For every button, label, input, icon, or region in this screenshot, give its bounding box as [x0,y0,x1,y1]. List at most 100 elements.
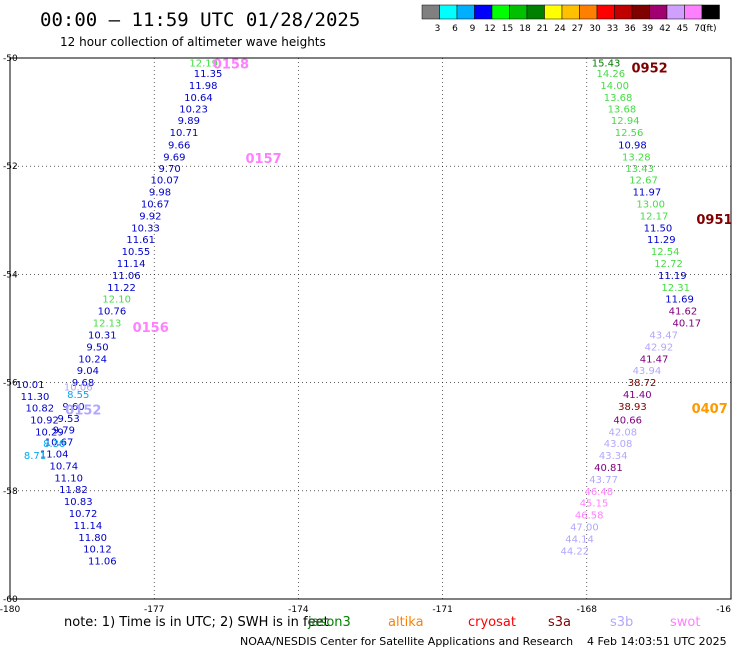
data-point-label: 9.60 [62,402,84,413]
data-point-label: 15.43 [592,58,621,69]
scale-swatch [649,4,668,20]
data-point-label: 40.17 [672,319,701,330]
data-point-label: 10.01 [16,380,45,391]
x-tick-label: -180 [0,605,20,615]
scale-label: 15 [502,24,513,34]
pass-time-label: 0951 [696,213,732,228]
scale-swatch [561,4,580,20]
scale-swatch [701,4,720,20]
data-point-label: 13.68 [608,104,637,115]
data-point-label: 12.72 [654,259,683,270]
pass-time-label: 0157 [246,152,282,167]
y-tick-label: -58 [3,487,18,497]
data-point-label: 46.58 [575,511,604,522]
scale-label: 36 [624,24,636,34]
data-point-label: 10.06 [64,382,93,393]
scale-swatch [544,4,563,20]
data-point-label: 44.14 [565,534,594,545]
scale-swatch [421,4,440,20]
data-point-label: 11.04 [40,449,69,460]
data-point-label: 10.82 [25,403,54,414]
data-point-label: 13.43 [625,164,654,175]
data-point-label: 11.97 [633,188,662,199]
x-tick-label: -171 [432,605,452,615]
scale-label: 45 [677,24,688,34]
data-point-label: 10.24 [78,354,107,365]
data-point-label: 9.53 [58,414,80,425]
scale-label: 39 [642,24,654,34]
data-point-label: 9.68 [72,378,94,389]
data-point-label: 10.64 [184,93,213,104]
data-point-label: 10.12 [83,545,112,556]
data-point-label: 13.28 [622,152,651,163]
data-point-label: 9.70 [158,164,180,175]
data-point-label: 47.00 [570,523,599,534]
scale-swatch [456,4,475,20]
satellite-name: s3b [610,615,633,630]
data-point-label: 11.35 [194,69,223,80]
data-point-label: 9.04 [77,366,99,377]
data-point-label: 42.08 [609,427,638,438]
y-tick-label: -52 [3,162,18,172]
data-point-label: 42.92 [645,342,674,353]
data-point-label: 9.79 [53,426,75,437]
x-tick-label: -174 [288,605,309,615]
data-points: 12.1911.3511.9810.6410.239.8910.719.669.… [16,58,701,567]
footer: note: 1) Time is in UTC; 2) SWH is in fe… [64,615,727,648]
data-point-label: 8.55 [67,390,89,401]
data-point-label: 11.22 [107,283,136,294]
data-point-label: 9.98 [149,188,171,199]
scale-label: 21 [537,24,548,34]
scale-label: 70 [694,24,706,34]
data-point-label: 43.47 [649,330,678,341]
data-point-label: 11.06 [88,557,117,568]
data-point-label: 43.77 [589,475,618,486]
data-point-label: 10.76 [98,307,127,318]
units-note: note: 1) Time is in UTC; 2) SWH is in fe… [64,615,329,630]
data-point-label: 11.50 [644,223,673,234]
scale-label: 9 [470,24,476,34]
page-title: 00:00 – 11:59 UTC 01/28/2025 [40,9,360,31]
scale-label: 33 [607,24,618,34]
data-point-label: 10.72 [69,509,98,520]
data-point-label: 12.19 [189,58,218,69]
data-point-label: 11.14 [117,259,146,270]
data-point-label: 14.26 [597,69,626,80]
pass-time-label: 0952 [632,62,668,77]
data-point-label: 11.82 [59,485,88,496]
satellite-name: jason3 [307,615,351,630]
pass-time-label: 0158 [213,57,249,72]
x-tick-label: -16 [716,605,731,615]
data-point-label: 9.69 [163,152,185,163]
data-point-label: 41.47 [640,354,669,365]
credit-text: NOAA/NESDIS Center for Satellite Applica… [240,635,573,648]
data-point-label: 38.93 [618,402,647,413]
data-point-label: 10.07 [150,176,179,187]
data-point-label: 11.30 [21,392,50,403]
scale-swatch [509,4,528,20]
data-point-label: 9.89 [178,116,200,127]
data-point-label: 11.06 [112,271,141,282]
pass-time-label: 0407 [692,402,728,417]
y-tick-label: -54 [3,270,18,280]
y-tick-label: -56 [3,379,18,389]
data-point-label: 11.29 [647,235,676,246]
data-point-label: 14.00 [600,81,629,92]
scale-swatch [526,4,545,20]
data-point-label: 12.10 [102,295,131,306]
scale-label: 18 [519,24,531,34]
timestamp-text: 4 Feb 14:03:51 UTC 2025 [587,635,727,648]
scale-swatch [631,4,650,20]
scale-swatch [596,4,615,20]
color-scale-legend: 3 6 9 12 15 18 21 24 27 30 33 36 39 42 45 70(ft) [421,4,720,34]
scale-swatch [666,4,685,20]
satellite-name: altika [388,615,424,630]
plot-frame [9,57,732,600]
scale-swatch [491,4,510,20]
data-point-label: 10.29 [35,427,64,438]
scale-swatch [684,4,703,20]
axis-ticks: -180 -177 -174 -171 -168 -16 -50 -52 -54 -56 -58 -6… [0,54,731,615]
satellite-name: s3a [548,615,571,630]
data-point-label: 12.56 [615,128,644,139]
data-point-label: 10.67 [45,438,74,449]
